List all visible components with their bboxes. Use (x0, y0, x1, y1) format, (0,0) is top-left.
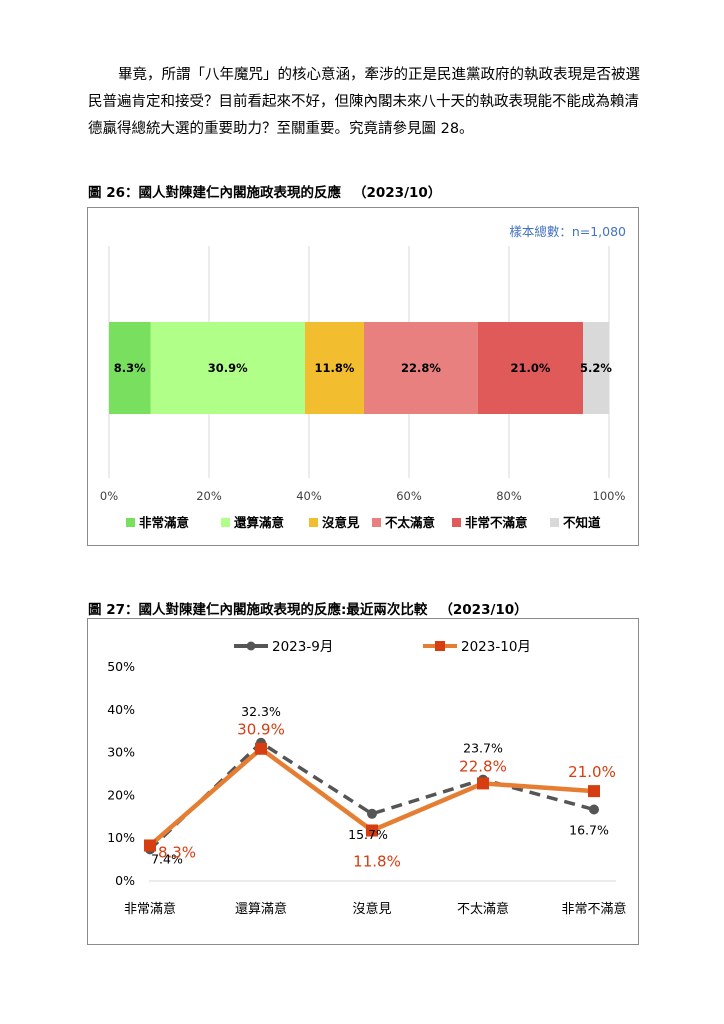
data-label-sep: 23.7% (463, 741, 503, 756)
legend-swatch (126, 518, 135, 527)
y-tick-label: 30% (107, 745, 135, 760)
data-label-oct: 11.8% (353, 852, 401, 870)
legend-marker-oct (435, 641, 445, 651)
fig27-frame: 0% 10% 20% 30% 40% 50% 非常滿意 還算滿意 沒意見 不太滿意 非常不滿意 202… (87, 618, 639, 945)
x-tick-label: 0% (100, 489, 118, 503)
x-category-label: 還算滿意 (235, 901, 287, 917)
legend-label: 不知道 (563, 515, 601, 530)
paragraph-line-1: 畢竟，所謂「八年魔咒」的核心意涵，牽涉的正是民進黨政府的執政表現是否被選 (118, 67, 640, 83)
bar-segment (305, 322, 364, 414)
bar-segment (478, 322, 583, 414)
legend-swatch (452, 518, 461, 527)
x-tick-label: 60% (396, 489, 422, 503)
legend-label-oct: 2023-10月 (461, 639, 531, 655)
sample-size-annotation: 樣本總數：n=1,080 (509, 224, 626, 239)
x-category-label: 沒意見 (352, 901, 391, 917)
x-category-label: 非常滿意 (124, 901, 176, 917)
series-point-oct (255, 742, 267, 755)
series-point-oct (477, 777, 489, 790)
body-paragraph: 畢竟，所謂「八年魔咒」的核心意涵，牽涉的正是民進黨政府的執政表現是否被選 民普遍… (88, 62, 648, 143)
series-point-oct (366, 824, 378, 837)
legend-swatch (309, 518, 318, 527)
fig27-chart: 0% 10% 20% 30% 40% 50% 非常滿意 還算滿意 沒意見 不太滿意 非常不滿意 202… (107, 639, 626, 917)
legend-swatch (550, 518, 559, 527)
y-tick-label: 20% (107, 787, 135, 802)
data-label-sep: 32.3% (241, 704, 281, 719)
legend-label: 不太滿意 (385, 515, 435, 530)
legend-swatch (221, 518, 230, 527)
data-label-sep: 16.7% (569, 823, 609, 838)
series-line-sep (148, 740, 595, 851)
bar-value-label: 30.9% (208, 361, 248, 375)
x-tick-label: 40% (296, 489, 322, 503)
data-label-oct: 21.0% (568, 763, 616, 781)
paragraph-line-3: 德贏得總統大選的重要助力？至關重要。究竟請參見圖 28。 (88, 121, 474, 137)
fig27-label: 圖 27：國人對陳建仁內閣施政表現的反應:最近兩次比較 (88, 602, 428, 618)
series-point-sep (589, 804, 599, 815)
bar-segment (583, 322, 609, 414)
data-label-oct: 30.9% (237, 721, 285, 739)
x-tick-label: 100% (593, 489, 626, 503)
fig27-year: （2023/10） (439, 602, 528, 618)
x-category-label: 不太滿意 (457, 901, 509, 917)
paragraph-line-2: 民普遍肯定和接受？目前看起來不好，但陳內閣未來八十天的執政表現能不能成為賴清 (88, 94, 639, 110)
bar-segment (364, 322, 478, 414)
legend-label-sep: 2023-9月 (272, 639, 333, 655)
series-point-sep (367, 808, 377, 819)
x-tick-label: 20% (196, 489, 222, 503)
legend-label: 還算滿意 (234, 515, 284, 530)
fig26-label: 圖 26：國人對陳建仁內閣施政表現的反應 (88, 185, 341, 201)
legend-label: 沒意見 (322, 515, 360, 530)
x-category-label: 非常不滿意 (561, 901, 626, 917)
bar-segment (150, 322, 305, 414)
bar-value-label: 21.0% (511, 361, 551, 375)
data-label-sep: 7.4% (151, 851, 183, 866)
bar-value-label: 22.8% (401, 361, 441, 375)
data-label-oct: 8.3% (158, 843, 196, 861)
legend-label: 非常不滿意 (465, 515, 528, 530)
bar-segment (109, 322, 151, 414)
fig26-frame: 樣本總數：n=1,080 0% 20% 40% 60% 80% 100% 8.3% 30.9% 1… (87, 207, 639, 546)
legend-marker-sep (246, 641, 256, 651)
legend-label: 非常滿意 (139, 515, 189, 530)
data-label-sep: 15.7% (348, 827, 388, 842)
data-label-oct: 22.8% (459, 757, 507, 775)
fig26-chart: 樣本總數：n=1,080 0% 20% 40% 60% 80% 100% 8.3% 30.9% 1… (100, 224, 626, 530)
bar-value-label: 5.2% (580, 361, 612, 375)
series-point-oct (588, 785, 600, 798)
bar-value-label: 11.8% (315, 361, 355, 375)
x-tick-label: 80% (496, 489, 522, 503)
y-tick-label: 40% (107, 702, 135, 717)
bar-value-label: 8.3% (114, 361, 146, 375)
fig26-year: （2023/10） (353, 185, 442, 201)
y-tick-label: 10% (107, 830, 135, 845)
legend-swatch (372, 518, 381, 527)
y-tick-label: 0% (115, 873, 135, 888)
y-tick-label: 50% (107, 659, 135, 674)
fig26-caption: 圖 26：國人對陳建仁內閣施政表現的反應 （2023/10） (88, 181, 441, 201)
fig27-caption: 圖 27：國人對陳建仁內閣施政表現的反應:最近兩次比較 （2023/10） (88, 598, 528, 618)
series-point-oct (144, 839, 156, 852)
